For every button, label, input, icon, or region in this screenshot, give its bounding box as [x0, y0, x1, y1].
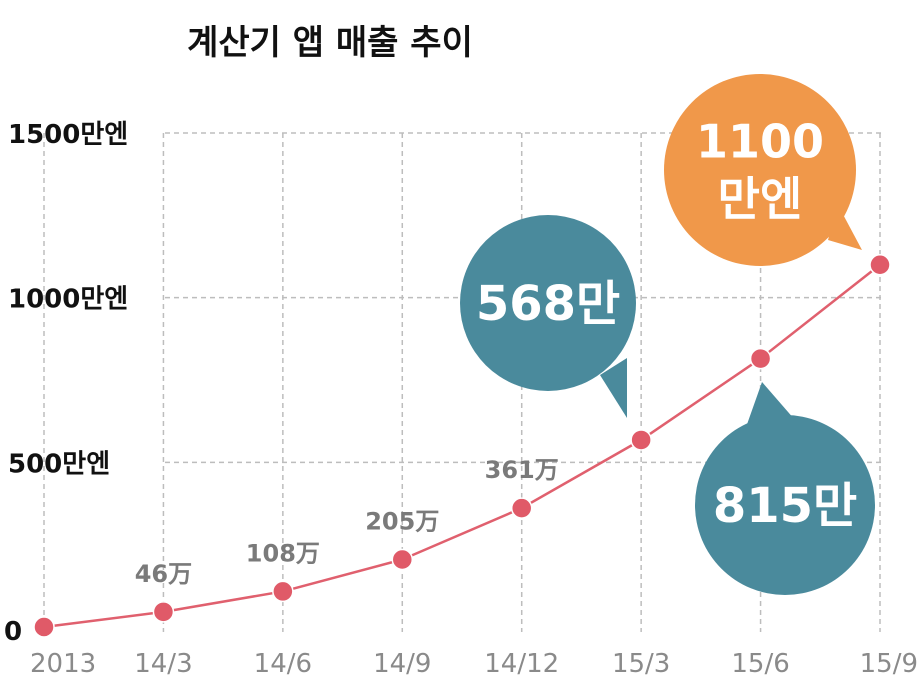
data-point [152, 601, 175, 623]
callout-text: 815만 [713, 478, 857, 534]
data-labels: 46万 108万 205万 361万 [135, 456, 559, 588]
x-tick-label: 14/9 [373, 649, 431, 679]
data-point [630, 429, 652, 451]
series-line [43, 263, 881, 629]
callout-text: 568만 [476, 276, 620, 332]
data-markers [33, 253, 891, 638]
data-point [749, 347, 772, 370]
callout-tail [600, 358, 627, 418]
x-tick-label: 14/6 [254, 649, 312, 679]
data-point [869, 253, 891, 276]
x-tick-label: 15/6 [731, 649, 789, 679]
callout-tail [828, 205, 862, 250]
callout-text: 1100 [696, 114, 824, 168]
x-tick-label: 2013 [30, 649, 96, 679]
data-label: 205万 [365, 507, 439, 535]
x-tick-label: 15/3 [612, 649, 670, 679]
data-label: 361万 [485, 456, 559, 484]
data-point [510, 497, 533, 519]
callout-text: 만엔 [718, 172, 803, 226]
y-tick-label: 1500만엔 [8, 120, 128, 150]
data-label: 108万 [246, 539, 320, 567]
callout-bubble: 568만 [460, 215, 636, 418]
data-label: 46万 [135, 560, 192, 588]
y-tick-label: 500만엔 [8, 449, 110, 479]
callout-circle [664, 74, 856, 266]
y-tick-label: 1000만엔 [8, 285, 128, 315]
data-point [33, 616, 55, 638]
data-point [272, 580, 294, 603]
y-tick-label: 0 [4, 617, 22, 647]
callout-bubble: 815만 [695, 382, 875, 595]
callout-circle [695, 415, 875, 595]
x-tick-label: 14/12 [484, 649, 559, 679]
callout-tail [745, 382, 795, 430]
x-tick-label: 14/3 [134, 649, 192, 679]
data-point [391, 548, 414, 571]
series-line-path [43, 263, 881, 629]
y-axis-ticks: 0 500만엔 1000만엔 1500만엔 [4, 120, 128, 647]
callout-circle [460, 215, 636, 391]
chart-title: 계산기 앱 매출 추이 [187, 23, 473, 63]
x-tick-label: 15/9 [860, 649, 918, 679]
x-axis-ticks: 2013 14/3 14/6 14/9 14/12 15/3 15/6 15/9 [30, 649, 918, 679]
